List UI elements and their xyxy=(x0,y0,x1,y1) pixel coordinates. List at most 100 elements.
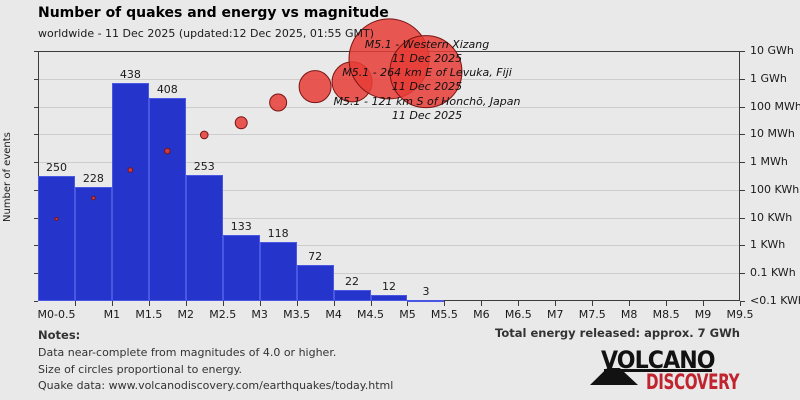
right-axis-label: 10 KWh xyxy=(750,210,793,224)
left-axis-tick xyxy=(34,245,38,247)
x-axis-label: M8 xyxy=(620,308,638,321)
left-axis-tick xyxy=(34,162,38,164)
right-axis-tick xyxy=(740,189,745,191)
x-axis-label: M5.5 xyxy=(430,308,458,321)
quake-annotation-date: 11 Dec 2025 xyxy=(391,52,463,65)
x-axis-label: M1.5 xyxy=(135,308,163,321)
quake-annotation: M5.1 - Western Xizang 11 Dec 2025 xyxy=(365,38,489,66)
right-axis-label: 10 MWh xyxy=(750,127,795,141)
x-axis-tick xyxy=(518,301,520,306)
right-axis-tick xyxy=(740,134,745,136)
total-energy-label: Total energy released: approx. 7 GWh xyxy=(495,326,740,340)
x-axis-label: M9 xyxy=(694,308,712,321)
x-axis-label: M7 xyxy=(547,308,564,321)
bar-M5-5.5 xyxy=(407,299,445,302)
x-axis-label: M4 xyxy=(325,308,342,321)
bar-value-label: 253 xyxy=(193,160,215,173)
x-axis-tick xyxy=(74,301,76,306)
gridline xyxy=(39,217,739,219)
quake-annotation-label: M5.1 - Western Xizang xyxy=(364,38,490,51)
bar-value-label: 3 xyxy=(422,284,430,298)
bar-M0-0.5 xyxy=(38,176,75,301)
logo-discovery-text: DISCOVERY xyxy=(646,370,740,394)
quake-annotation-date: 11 Dec 2025 xyxy=(391,80,463,94)
right-axis-label: 100 MWh xyxy=(750,99,800,113)
bar-M1.5-2 xyxy=(148,97,186,301)
bar-M3-3.5 xyxy=(259,242,297,301)
left-axis-tick xyxy=(34,217,38,219)
left-axis-tick xyxy=(34,134,38,136)
chart-title: Number of quakes and energy vs magnitude xyxy=(38,5,389,21)
quake-annotation-label: M5.1 - 264 km E of Levuka, Fiji xyxy=(342,66,512,80)
quake-annotation-date: 11 Dec 2025 xyxy=(391,108,463,122)
bar-value-label: 438 xyxy=(119,67,141,81)
x-axis-label: M5 xyxy=(399,308,416,321)
x-axis-label: M7.5 xyxy=(578,308,606,321)
y-axis-title: Number of events xyxy=(2,132,13,223)
right-axis-label: 10 GWh xyxy=(750,44,794,57)
x-axis-tick xyxy=(296,301,298,306)
left-axis-tick xyxy=(34,189,38,191)
x-axis-tick xyxy=(444,301,446,306)
bar-value-label: 72 xyxy=(308,250,323,264)
right-axis-tick xyxy=(740,78,745,80)
bar-M3.5-4 xyxy=(296,265,334,301)
gridline xyxy=(39,245,739,247)
bar-value-label: 408 xyxy=(156,82,178,96)
bar-value-label: 12 xyxy=(382,280,396,294)
x-axis-tick xyxy=(333,301,335,306)
right-axis-tick xyxy=(740,217,745,219)
bar-M2-2.5 xyxy=(185,175,223,301)
right-axis-label: 1 KWh xyxy=(750,238,786,252)
note-line-2: Size of circles proportional to energy. xyxy=(38,362,243,376)
x-axis-label: M9.5 xyxy=(726,308,754,321)
x-axis-label: M1 xyxy=(103,308,121,321)
x-axis-label: M8.5 xyxy=(652,308,680,321)
x-axis-tick xyxy=(666,301,668,306)
x-axis-tick xyxy=(259,301,261,306)
x-axis-tick xyxy=(740,301,741,306)
quake-data-url[interactable]: Quake data: www.volcanodiscovery.com/ear… xyxy=(38,379,394,392)
right-axis-tick xyxy=(740,51,745,52)
gridline xyxy=(39,106,739,108)
x-axis-tick xyxy=(185,301,187,306)
bar-value-label: 250 xyxy=(45,161,67,175)
right-axis-tick xyxy=(740,273,745,275)
bar-value-label: 228 xyxy=(82,172,104,186)
bar-M4.5-5 xyxy=(370,295,408,301)
bar-M0.5-1 xyxy=(74,187,112,301)
bar-value-label: 118 xyxy=(267,227,289,241)
right-axis-label: 1 MWh xyxy=(750,155,788,169)
x-axis-label: M3.5 xyxy=(283,308,311,321)
x-axis-tick xyxy=(592,301,594,306)
right-axis-label: 0.1 KWh xyxy=(750,266,796,280)
bar-M1-1.5 xyxy=(111,82,149,301)
gridline xyxy=(39,189,739,191)
gridline xyxy=(39,162,739,164)
x-axis-tick xyxy=(555,301,557,306)
x-axis-label: M2 xyxy=(177,308,195,321)
right-axis-tick xyxy=(740,245,745,247)
bar-M2.5-3 xyxy=(222,234,260,301)
quake-annotation-label: M5.1 - 121 km S of Honchō, Japan xyxy=(333,94,521,108)
x-axis-label: M0-0.5 xyxy=(37,308,76,321)
logo-underline xyxy=(604,369,712,372)
bar-M4-4.5 xyxy=(333,290,371,301)
x-axis-tick xyxy=(222,301,224,306)
gridline xyxy=(39,273,739,275)
x-axis-tick xyxy=(148,301,150,306)
right-axis-tick xyxy=(740,106,745,108)
volcanodiscovery-logo[interactable]: VOLCANO DISCOVERY xyxy=(588,346,758,396)
x-axis-tick xyxy=(370,301,372,306)
notes-title: Notes: xyxy=(38,328,81,342)
x-axis-tick xyxy=(407,301,409,306)
quake-annotation: M5.1 - 264 km E of Levuka, Fiji 11 Dec 20… xyxy=(342,66,512,94)
right-axis-label: 100 KWh xyxy=(750,182,800,196)
left-axis-tick xyxy=(34,106,38,108)
right-axis-label: <0.1 KWh xyxy=(750,294,800,307)
quake-annotation: M5.1 - 121 km S of Honchō, Japan 11 Dec 2… xyxy=(334,95,521,123)
chart-subtitle: worldwide - 11 Dec 2025 (updated:12 Dec … xyxy=(38,27,375,40)
x-axis-label: M6 xyxy=(473,308,490,321)
x-axis-tick xyxy=(703,301,705,306)
